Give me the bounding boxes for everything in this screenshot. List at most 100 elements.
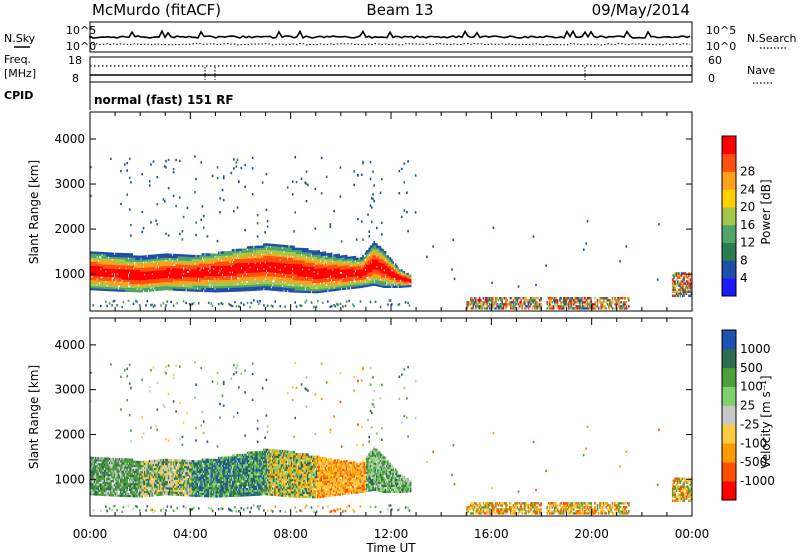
power-cell	[128, 261, 131, 264]
power-cell	[304, 248, 307, 251]
power-cell	[101, 266, 103, 269]
power-cell	[195, 275, 197, 278]
power-cell	[512, 299, 515, 302]
power-cell	[195, 283, 197, 286]
power-cell	[238, 271, 240, 274]
power-cell	[241, 283, 244, 286]
power-cell	[245, 256, 248, 259]
power-cell	[192, 283, 195, 286]
power-cell	[192, 302, 195, 305]
power-cell	[389, 259, 392, 262]
power-cell	[318, 288, 320, 291]
power-cell	[190, 277, 192, 280]
power-cell	[120, 267, 122, 270]
power-cell	[288, 271, 290, 274]
power-cell	[172, 257, 175, 261]
power-cell	[279, 280, 282, 284]
power-cell	[241, 268, 244, 272]
power-cell	[284, 257, 287, 260]
power-cell	[379, 274, 382, 277]
power-cell	[187, 280, 190, 284]
power-cell	[363, 258, 366, 262]
power-cell	[196, 279, 199, 282]
power-cell	[329, 252, 332, 256]
power-cell	[373, 261, 376, 264]
power-cell	[165, 257, 167, 260]
power-cell	[472, 305, 475, 308]
power-cell	[362, 271, 364, 274]
power-cell	[482, 297, 485, 300]
power-cell	[115, 266, 117, 270]
power-cell	[290, 288, 293, 291]
power-cell	[298, 247, 300, 251]
power-cell	[187, 262, 190, 266]
power-cell	[269, 267, 271, 271]
power-cell	[513, 307, 516, 310]
power-cell	[265, 251, 268, 254]
power-cell	[101, 268, 103, 271]
power-cell	[332, 284, 334, 288]
power-cell	[273, 256, 275, 259]
power-cell	[135, 265, 137, 268]
power-cell	[278, 284, 280, 288]
power-cell	[225, 279, 228, 282]
power-cell	[226, 277, 229, 280]
power-cell	[347, 287, 349, 290]
power-cell	[171, 284, 174, 287]
power-cell	[324, 257, 327, 260]
power-cell	[185, 286, 187, 290]
power-cell	[347, 285, 349, 288]
power-cell	[92, 269, 95, 273]
power-cell	[369, 247, 372, 250]
power-cell	[228, 281, 230, 284]
power-cell	[264, 265, 266, 268]
power-cell	[360, 281, 363, 284]
power-cell	[126, 279, 129, 282]
power-cell	[358, 261, 361, 264]
power-cell	[393, 271, 396, 274]
power-cell	[255, 247, 258, 251]
power-cell	[308, 270, 310, 273]
power-cell	[372, 251, 374, 254]
power-cell	[401, 279, 403, 282]
power-cell	[169, 273, 171, 277]
power-cell	[189, 254, 191, 258]
power-cell	[167, 287, 170, 291]
power-cell	[280, 277, 283, 280]
power-cell	[263, 251, 265, 254]
power-cell	[214, 257, 216, 260]
power-cell	[291, 290, 294, 293]
power-cell	[378, 280, 381, 283]
power-cell	[372, 277, 374, 280]
power-cell	[122, 259, 125, 262]
power-cell	[244, 248, 246, 251]
power-cell	[364, 252, 367, 255]
power-cell	[176, 286, 179, 289]
power-cell	[365, 278, 368, 281]
power-cell	[142, 277, 145, 281]
power-cell	[122, 257, 125, 260]
power-cell	[105, 262, 107, 265]
power-cell	[154, 258, 156, 261]
power-cell	[258, 288, 260, 291]
power-cell	[161, 284, 164, 287]
power-cell	[156, 203, 159, 206]
power-cell	[409, 282, 412, 286]
power-cell	[90, 277, 92, 281]
power-cell	[191, 287, 194, 290]
power-cell	[96, 251, 98, 255]
power-cell	[289, 285, 292, 289]
power-cell	[103, 288, 106, 291]
power-cell	[220, 285, 223, 289]
power-cell	[231, 281, 234, 284]
power-cell	[229, 281, 231, 284]
power-cell	[235, 271, 238, 274]
power-cell	[118, 275, 121, 278]
power-cell	[293, 288, 295, 291]
power-cell	[273, 248, 275, 251]
power-cell	[127, 253, 130, 256]
power-cell	[160, 278, 162, 281]
power-cell	[330, 285, 333, 288]
power-cell	[206, 261, 209, 264]
power-cell	[372, 279, 374, 282]
